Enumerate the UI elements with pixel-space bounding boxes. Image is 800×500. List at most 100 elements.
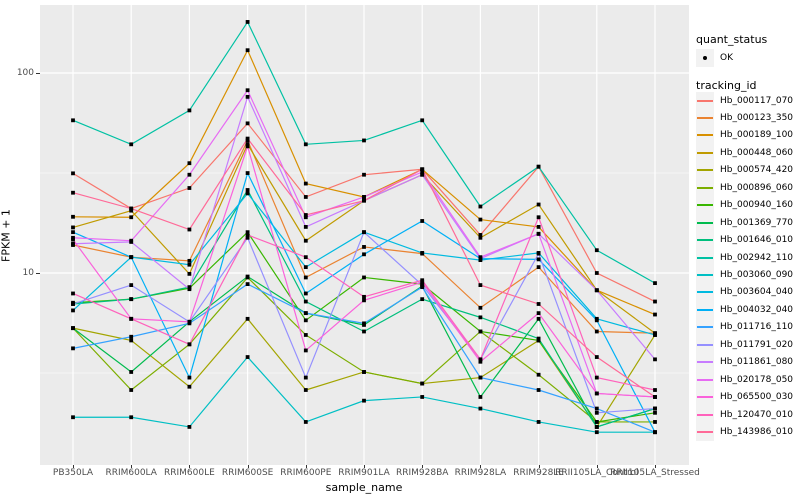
x-tick-label-RRIM600PE: RRIM600PE (280, 468, 332, 478)
data-point (129, 415, 134, 420)
data-point (187, 425, 192, 429)
data-point (187, 262, 192, 267)
data-point (129, 338, 134, 343)
data-point (653, 357, 657, 362)
legend-key-box (696, 213, 714, 232)
data-point (187, 319, 192, 324)
data-point (594, 288, 599, 293)
x-tick-mark (655, 465, 656, 468)
data-point (420, 118, 425, 123)
x-tick-mark (189, 465, 191, 468)
y-tick-mark (36, 273, 40, 274)
y-tick-label: 100 (16, 67, 34, 78)
data-point (420, 285, 425, 290)
data-point (71, 214, 75, 219)
data-point (129, 388, 134, 392)
data-point (303, 388, 308, 392)
data-point (71, 302, 75, 306)
data-point (420, 395, 425, 399)
data-point (653, 312, 657, 317)
data-point (420, 172, 425, 177)
legend-item-Hb_011716_110: Hb_011716_110 (694, 318, 800, 337)
legend-item-Hb_000117_070: Hb_000117_070 (694, 91, 800, 110)
legend-item-label: Hb_011791_020 (720, 339, 794, 350)
data-point (594, 329, 599, 334)
legend-line-icon (697, 343, 713, 346)
legend-item-Hb_004032_040: Hb_004032_040 (694, 300, 800, 319)
x-tick-label-RRIM600SE: RRIM600SE (221, 468, 274, 478)
data-point (245, 355, 250, 359)
legend-item-Hb_000896_060: Hb_000896_060 (694, 178, 800, 197)
data-point (478, 375, 483, 380)
data-point (187, 384, 192, 389)
data-point (362, 329, 366, 334)
legend-item-label: Hb_003060_090 (720, 270, 794, 280)
data-point (594, 318, 599, 323)
data-point (303, 238, 308, 243)
legend-item-Hb_011791_020: Hb_011791_020 (694, 335, 800, 354)
data-point (536, 316, 541, 321)
legend-key-box (696, 161, 714, 180)
y-tick-label: 10 (22, 267, 34, 278)
data-point (245, 188, 250, 192)
data-point (245, 274, 250, 279)
legend-item-Hb_000940_160: Hb_000940_160 (694, 196, 800, 215)
data-point (71, 346, 75, 351)
data-point (478, 233, 483, 237)
data-point (303, 318, 308, 323)
data-point (245, 88, 250, 93)
data-point (129, 208, 134, 213)
y-axis-title: FPKM + 1 (0, 209, 13, 262)
data-point (420, 283, 425, 287)
data-point (71, 230, 75, 235)
data-point (303, 265, 308, 270)
data-point (71, 171, 75, 176)
x-tick-mark (131, 465, 133, 468)
legend-line-icon (697, 326, 713, 329)
data-point (303, 215, 308, 220)
data-point (71, 326, 75, 331)
data-point (129, 215, 134, 220)
legend-item-Hb_065500_030: Hb_065500_030 (694, 388, 800, 407)
legend-line-icon (697, 396, 713, 399)
data-point (420, 381, 425, 386)
data-point (420, 297, 425, 302)
data-point (362, 321, 366, 326)
data-point (478, 395, 483, 399)
chart-canvas (40, 5, 689, 465)
legend-key-box (696, 405, 714, 424)
legend-item-label: Hb_000896_060 (720, 182, 794, 193)
legend-line-icon (697, 291, 713, 294)
legend-item-label: Hb_120470_010 (720, 409, 794, 420)
data-point (303, 142, 308, 147)
legend-item-Hb_003060_090: Hb_003060_090 (694, 266, 800, 284)
ok-point-icon (703, 56, 707, 60)
legend: quant_status OK tracking_id Hb_000117_07… (694, 0, 800, 500)
legend-key-box (696, 335, 714, 354)
data-point (71, 308, 75, 313)
legend-item-Hb_120470_010: Hb_120470_010 (694, 405, 800, 424)
data-point (303, 333, 308, 337)
legend-item-label: Hb_001369_770 (720, 217, 794, 228)
x-tick-label-RRIM600LE: RRIM600LE (163, 468, 215, 478)
x-axis-title: sample_name (325, 481, 403, 494)
data-point (536, 164, 541, 169)
data-point (303, 311, 308, 316)
legend-item-label: Hb_000940_160 (720, 200, 794, 211)
data-point (245, 94, 250, 99)
legend-key-box (696, 108, 714, 127)
data-point (478, 315, 483, 320)
data-point (245, 230, 250, 235)
data-point (71, 225, 75, 230)
data-point (129, 238, 134, 243)
data-point (536, 302, 541, 306)
data-point (303, 181, 308, 186)
legend-line-icon (697, 186, 713, 189)
legend-item-label: Hb_000123_350 (720, 112, 794, 123)
legend-key-box (696, 388, 714, 407)
legend-line-icon (697, 378, 713, 381)
data-point (303, 420, 308, 424)
data-point (594, 271, 599, 275)
data-point (536, 225, 541, 229)
data-point (245, 171, 250, 175)
